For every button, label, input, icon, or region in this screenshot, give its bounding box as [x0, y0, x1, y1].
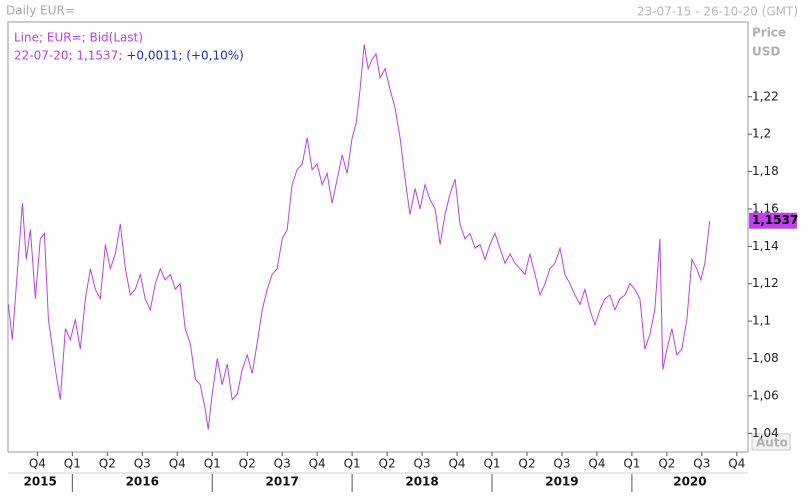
x-tick-label: Q1 — [623, 457, 640, 471]
x-tick-label: Q4 — [448, 457, 465, 471]
date-range: 23-07-15 - 26-10-20 (GMT) — [637, 5, 798, 19]
x-tick-label: Q3 — [274, 457, 291, 471]
price-line — [8, 44, 711, 430]
x-tick-label: Q2 — [518, 457, 535, 471]
year-label: 2019 — [545, 475, 578, 489]
info-price: 22-07-20; 1,1537; — [14, 49, 122, 63]
x-tick-label: Q1 — [204, 457, 221, 471]
y-tick-label: 1,18 — [752, 164, 779, 178]
x-tick-label: Q4 — [309, 457, 326, 471]
x-tick-label: Q1 — [344, 457, 361, 471]
x-tick-label: Q4 — [29, 457, 46, 471]
auto-button[interactable] — [751, 433, 791, 451]
last-price-label: 1,1537 — [752, 213, 798, 227]
year-label: 2016 — [126, 475, 159, 489]
y-tick-label: 1,16 — [752, 201, 779, 215]
y-tick-label: 1,1 — [752, 314, 771, 328]
x-tick-label: Q4 — [728, 457, 745, 471]
x-tick-label: Q1 — [483, 457, 500, 471]
x-tick-label: Q3 — [414, 457, 431, 471]
plot-frame — [7, 21, 749, 453]
y-tick-label: 1,2 — [752, 127, 771, 141]
y-axis-label: Price — [752, 26, 786, 40]
x-tick-label: Q1 — [64, 457, 81, 471]
y-tick-label: 1,04 — [752, 426, 779, 440]
year-label: 2020 — [673, 475, 706, 489]
y-tick-label: 1,22 — [752, 89, 779, 103]
year-label: 2017 — [265, 475, 298, 489]
x-tick-label: Q2 — [99, 457, 116, 471]
x-tick-label: Q4 — [169, 457, 186, 471]
x-tick-label: Q2 — [239, 457, 256, 471]
auto-button-label[interactable]: Auto — [756, 436, 788, 450]
legend-entry: Line; EUR=; Bid(Last) — [14, 31, 143, 45]
x-tick-label: Q2 — [379, 457, 396, 471]
x-tick-label: Q2 — [658, 457, 675, 471]
y-axis-unit: USD — [752, 45, 780, 59]
y-tick-label: 1,14 — [752, 239, 779, 253]
y-tick-label: 1,12 — [752, 276, 779, 290]
y-tick-label: 1,08 — [752, 351, 779, 365]
x-tick-label: Q3 — [693, 457, 710, 471]
x-tick-label: Q3 — [134, 457, 151, 471]
last-price-marker — [749, 212, 797, 229]
year-label: 2015 — [23, 475, 56, 489]
x-tick-label: Q4 — [588, 457, 605, 471]
info-change: +0,0011; (+0,10%) — [126, 49, 243, 63]
x-tick-label: Q3 — [553, 457, 570, 471]
y-tick-label: 1,06 — [752, 388, 779, 402]
year-label: 2018 — [405, 475, 438, 489]
chart-title: Daily EUR= — [6, 4, 75, 18]
